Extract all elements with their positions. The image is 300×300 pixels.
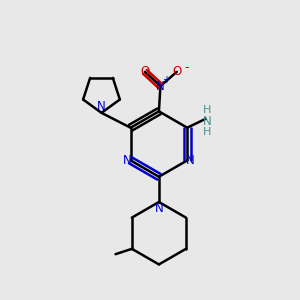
Text: +: + [162,75,170,85]
Text: O: O [140,65,150,78]
Text: O: O [173,65,182,78]
Text: H: H [203,106,211,116]
Text: -: - [184,61,188,74]
Text: N: N [154,202,163,215]
Text: N: N [203,115,212,128]
Text: N: N [123,154,132,167]
Text: N: N [186,154,195,167]
Text: N: N [97,100,105,113]
Text: H: H [203,127,211,137]
Text: N: N [156,80,165,93]
